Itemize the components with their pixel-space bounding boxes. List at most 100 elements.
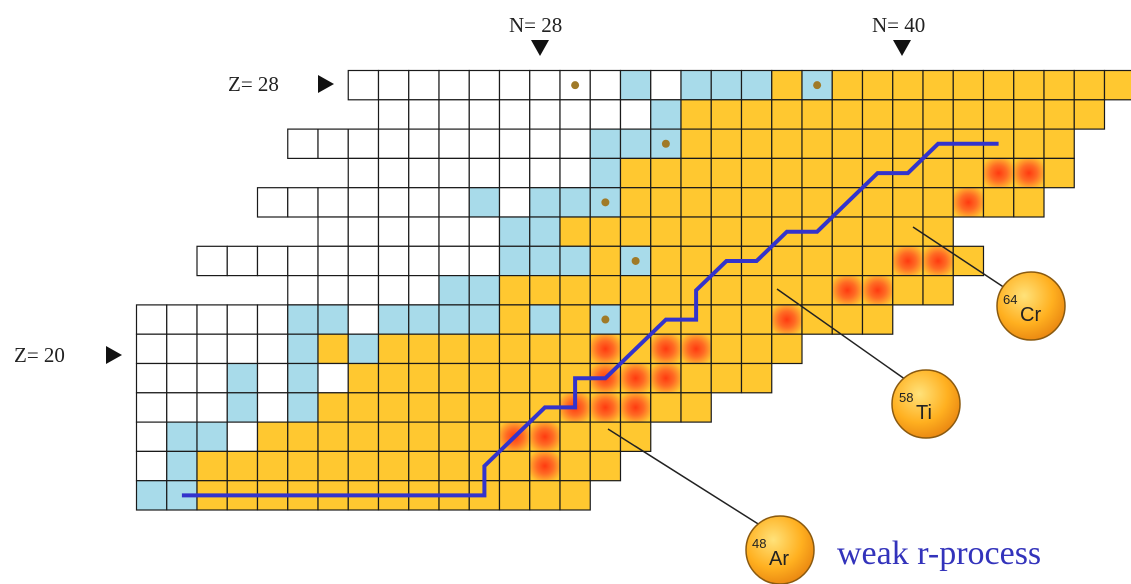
nuclide-cell (287, 450, 319, 482)
nuclide-cell (922, 69, 954, 101)
svg-text:N= 28: N= 28 (509, 13, 562, 37)
nuclide-cell (438, 450, 470, 482)
nuclide-cell (589, 157, 622, 189)
nuclide-cell (317, 245, 349, 277)
nuclide-cell (801, 245, 833, 277)
nuclide-cell (1013, 99, 1045, 130)
nuclide-cell (347, 69, 380, 101)
nuclide-cell (619, 216, 652, 247)
nuclide-cell (559, 187, 591, 218)
nuclide-cell (680, 128, 712, 160)
nuclide-cell (589, 450, 622, 482)
nuclide-cell (740, 216, 773, 247)
nuclide-cell (619, 128, 652, 160)
nuclide-cell (801, 157, 833, 189)
nuclide-cell (710, 333, 743, 365)
svg-text:Ti: Ti (916, 402, 932, 424)
nuclide-cell (529, 275, 561, 306)
nuclide-cell (377, 245, 410, 277)
nuclide-cell (680, 245, 712, 277)
nuclide-cell (529, 99, 561, 130)
nuclide-cell (135, 392, 168, 423)
nuclide-cell (771, 128, 803, 160)
nuclide-cell (771, 333, 803, 365)
nuclide-cell (801, 99, 833, 130)
nuclide-cell (438, 187, 470, 218)
nuclide-cell (498, 333, 531, 365)
nuclide-cell (529, 245, 561, 277)
nuclide-cell (256, 450, 289, 482)
nuclide-cell (317, 421, 349, 453)
weak-r-process-caption: weak r-process (837, 535, 1041, 572)
nuclide-cell (347, 245, 380, 277)
nuclide-cell (740, 69, 773, 101)
nuclide-cell (650, 187, 682, 218)
magic-dot (661, 139, 670, 148)
nuclide-cell (559, 245, 591, 277)
nuclide-cell (1013, 69, 1045, 101)
nuclide-cell (408, 245, 440, 277)
nuclide-cell (559, 450, 591, 482)
magic-dot (813, 81, 822, 90)
nuclide-cell (529, 480, 561, 511)
nuclide-cell (619, 187, 652, 218)
down-triangle-icon (531, 40, 549, 56)
svg-text:N= 40: N= 40 (872, 13, 925, 37)
svg-text:64: 64 (1003, 292, 1017, 307)
nuclide-cell (408, 275, 440, 306)
marker-n40: N= 40 (872, 13, 925, 56)
nuclide-cell (438, 245, 470, 277)
nuclide-cell (438, 362, 470, 394)
nuclide-cell (1043, 69, 1075, 101)
nuclide-cell (529, 187, 561, 218)
nuclide-cell (287, 392, 319, 423)
nuclide-cell (377, 392, 410, 423)
nuclide-cell (196, 421, 228, 453)
nuclide-cell (347, 216, 380, 247)
nuclide-cell (468, 333, 501, 365)
nuclide-cell (287, 362, 319, 394)
nuclide-cell (438, 421, 470, 453)
nuclide-cell (619, 362, 652, 394)
nuclide-cell (438, 69, 470, 101)
nuclide-cell (680, 69, 712, 101)
nuclide-cell (347, 304, 380, 335)
nuclide-cell (619, 275, 652, 306)
nuclide-cell (680, 362, 712, 394)
nuclide-cell (468, 187, 501, 218)
nuclide-cell (559, 275, 591, 306)
nuclide-cell (589, 128, 622, 160)
isotope-callout-ar48: 48 Ar (607, 428, 815, 584)
nuclide-cell (559, 99, 591, 130)
nuclide-cell (892, 128, 924, 160)
nuclide-cell (347, 275, 380, 306)
nuclide-cell (287, 421, 319, 453)
nuclide-cell (710, 362, 743, 394)
nuclide-cell (166, 304, 198, 335)
nuclide-cell (650, 275, 682, 306)
nuclide-cell (166, 450, 198, 482)
nuclide-cell (861, 128, 894, 160)
nuclide-cell (438, 128, 470, 160)
magic-dot (571, 81, 580, 90)
nuclide-cell (498, 157, 531, 189)
nuclide-cell (740, 157, 773, 189)
nuclide-cell (408, 69, 440, 101)
nuclide-cell (529, 421, 561, 453)
nuclide-cell (377, 333, 410, 365)
nuclide-cell (922, 99, 954, 130)
nuclide-cell (710, 128, 743, 160)
nuclide-cell (135, 362, 168, 394)
nuclide-cell (347, 128, 380, 160)
r-process-path (181, 141, 999, 498)
nuclide-cell (347, 333, 380, 365)
nuclide-cell (287, 187, 319, 218)
nuclide-cell (498, 245, 531, 277)
nuclide-cell (468, 128, 501, 160)
nuclide-cell (982, 69, 1015, 101)
nuclide-cell (1073, 69, 1106, 101)
nuclide-cell (256, 421, 289, 453)
nuclide-cell (892, 245, 924, 277)
nuclide-cell (256, 392, 289, 423)
nuclide-cell (498, 69, 531, 101)
